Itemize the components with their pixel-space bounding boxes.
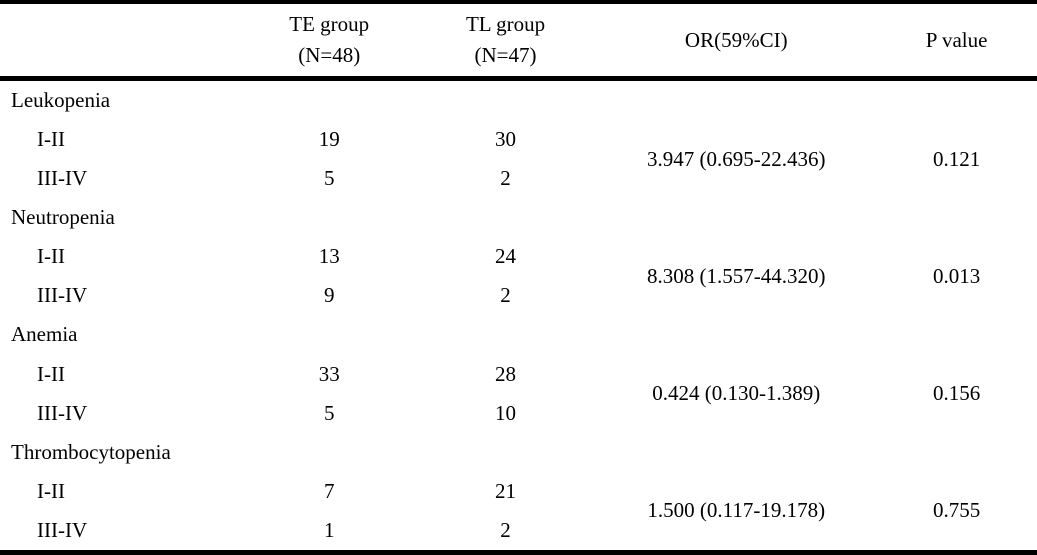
col-header-tl-group: TL group (N=47) bbox=[414, 2, 597, 81]
grade-cell: I-II bbox=[37, 244, 65, 269]
tl-count-cell: 10 bbox=[495, 400, 517, 425]
header-row: TE group (N=48) TL group (N=47) OR(59%CI… bbox=[0, 2, 1037, 81]
section-row-anemia: Anemia bbox=[0, 315, 1037, 354]
p-value-cell: 0.121 bbox=[932, 146, 981, 171]
grade-cell: I-II bbox=[37, 361, 65, 386]
col-header-or-ci: OR(59%CI) bbox=[596, 2, 877, 81]
te-count-cell: 13 bbox=[318, 244, 340, 269]
table-row: III-IV 5 2 bbox=[0, 159, 1037, 198]
table-row: I-II 7 21 1.500 (0.117-19.178) 0.755 bbox=[0, 472, 1037, 523]
tl-count-cell: 30 bbox=[495, 127, 517, 152]
grade-cell: III-IV bbox=[37, 517, 88, 542]
or-ci-cell: 0.424 (0.130-1.389) bbox=[652, 381, 821, 406]
or-ci-cell: 1.500 (0.117-19.178) bbox=[647, 498, 826, 523]
te-count-cell: 7 bbox=[323, 478, 335, 503]
table-row: I-II 13 24 8.308 (1.557-44.320) 0.013 bbox=[0, 237, 1037, 288]
table-row: III-IV 5 10 bbox=[0, 394, 1037, 433]
te-count-cell: 19 bbox=[318, 127, 340, 152]
te-count-cell: 1 bbox=[323, 517, 335, 542]
table-row: I-II 19 30 3.947 (0.695-22.436) 0.121 bbox=[0, 120, 1037, 171]
col-header-te-group: TE group (N=48) bbox=[243, 2, 415, 81]
or-ci-cell: 3.947 (0.695-22.436) bbox=[647, 146, 826, 171]
tl-count-cell: 2 bbox=[500, 517, 511, 542]
section-row-thrombocytopenia: Thrombocytopenia bbox=[0, 433, 1037, 472]
grade-cell: III-IV bbox=[37, 283, 88, 308]
grade-cell: I-II bbox=[37, 127, 65, 152]
tl-count-cell: 21 bbox=[495, 478, 517, 503]
tl-group-name: TL group bbox=[465, 12, 546, 36]
p-value-cell: 0.755 bbox=[932, 498, 981, 523]
category-label-neutropenia: Neutropenia bbox=[11, 205, 115, 230]
tl-group-n: (N=47) bbox=[474, 43, 537, 67]
section-row-leukopenia: Leukopenia bbox=[0, 79, 1037, 121]
tl-count-cell: 2 bbox=[500, 283, 511, 308]
table-row: III-IV 9 2 bbox=[0, 276, 1037, 315]
category-label-thrombocytopenia: Thrombocytopenia bbox=[11, 439, 171, 464]
section-row-neutropenia: Neutropenia bbox=[0, 198, 1037, 237]
table-body: Leukopenia I-II 19 30 3.947 (0.695-22.43… bbox=[0, 79, 1037, 553]
te-group-name: TE group bbox=[289, 12, 370, 36]
grade-cell: I-II bbox=[37, 478, 65, 503]
te-count-cell: 5 bbox=[323, 166, 335, 191]
tl-count-cell: 2 bbox=[500, 166, 511, 191]
col-header-p-value: P value bbox=[876, 2, 1037, 81]
table-row: I-II 33 28 0.424 (0.130-1.389) 0.156 bbox=[0, 355, 1037, 406]
te-count-cell: 9 bbox=[323, 283, 335, 308]
te-count-cell: 33 bbox=[318, 361, 340, 386]
category-label-anemia: Anemia bbox=[11, 322, 78, 347]
p-value-cell: 0.156 bbox=[932, 381, 981, 406]
category-label-leukopenia: Leukopenia bbox=[11, 88, 111, 113]
p-value-cell: 0.013 bbox=[932, 263, 981, 288]
te-group-n: (N=48) bbox=[298, 43, 361, 67]
grade-cell: III-IV bbox=[37, 166, 88, 191]
te-count-cell: 5 bbox=[323, 400, 335, 425]
or-ci-cell: 8.308 (1.557-44.320) bbox=[647, 263, 826, 288]
col-header-stub bbox=[0, 2, 244, 81]
table-header: TE group (N=48) TL group (N=47) OR(59%CI… bbox=[0, 2, 1037, 81]
grade-cell: III-IV bbox=[37, 400, 88, 425]
tl-count-cell: 28 bbox=[495, 361, 517, 386]
table-row: III-IV 1 2 bbox=[0, 511, 1037, 553]
tl-count-cell: 24 bbox=[495, 244, 517, 269]
